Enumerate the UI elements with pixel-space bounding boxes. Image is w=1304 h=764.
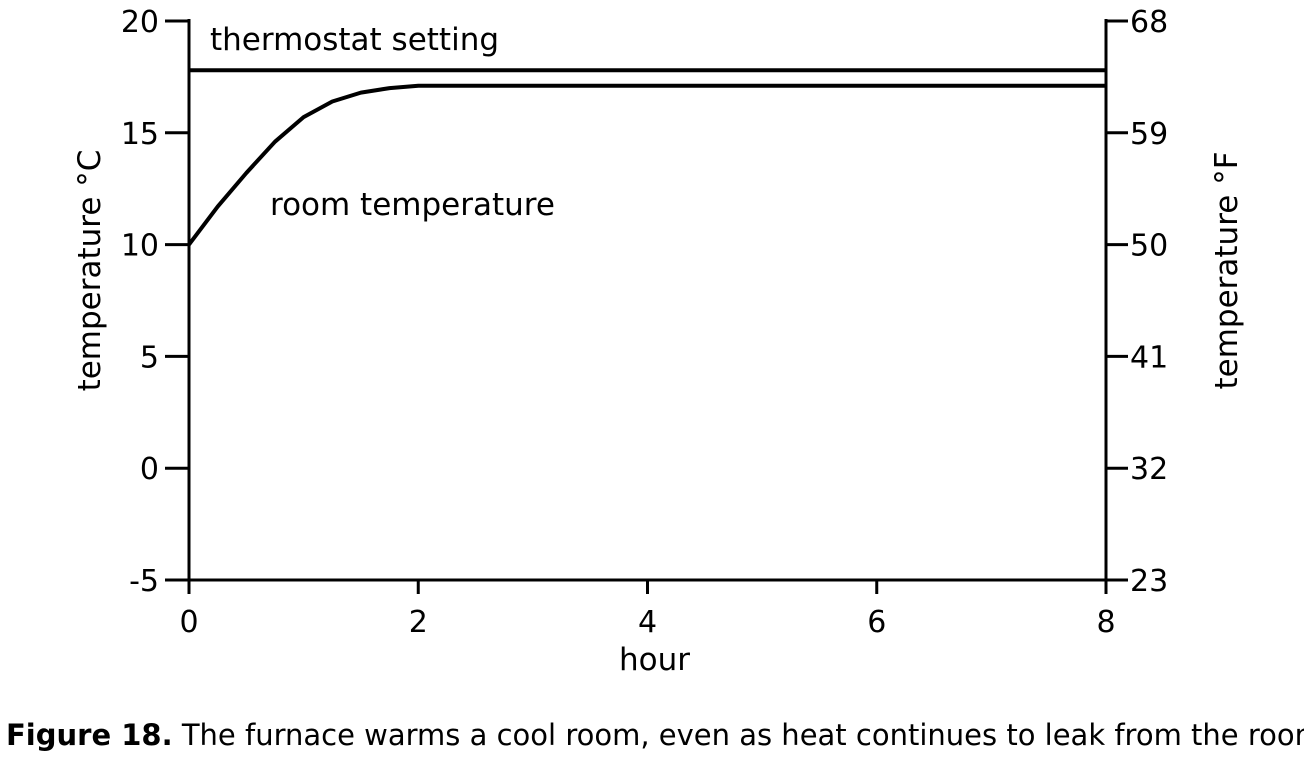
left-y-tick-label: -5 [129,564,159,599]
right-y-tick-label: 68 [1130,5,1168,40]
left-y-axis-title: temperature °C [72,150,108,392]
figure-caption: Figure 18. The furnace warms a cool room… [6,718,1304,752]
x-tick-label: 2 [409,605,428,640]
caption-text: The furnace warms a cool room, even as h… [172,718,1304,752]
x-tick-label: 0 [179,605,198,640]
right-y-tick-label: 23 [1130,564,1168,599]
left-y-tick-label: 15 [121,117,159,152]
right-y-tick-label: 50 [1130,229,1168,264]
left-y-tick-label: 5 [140,340,159,375]
room-temperature-line [187,83,1106,246]
thermostat-setting-label: thermostat setting [210,22,499,58]
left-y-tick-label: 20 [121,5,159,40]
figure-label: Figure 18. [6,718,173,752]
series [187,68,1106,246]
right-y-tick-label: 59 [1130,117,1168,152]
x-tick-label: 6 [867,605,886,640]
x-axis-title: hour [619,642,690,678]
room-temperature-label: room temperature [270,187,555,223]
right-y-tick-label: 32 [1130,452,1168,487]
left-y-tick-label: 10 [121,229,159,264]
right-y-tick-label: 41 [1130,340,1168,375]
right-y-axis-title: temperature °F [1209,151,1245,389]
left-y-tick-label: 0 [140,452,159,487]
x-tick-label: 8 [1096,605,1115,640]
x-tick-label: 4 [638,605,657,640]
